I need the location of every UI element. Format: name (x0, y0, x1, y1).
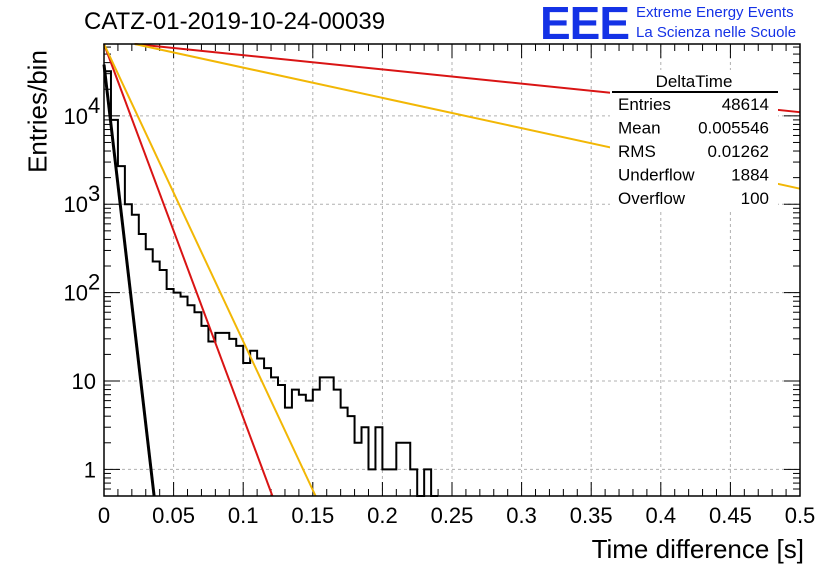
x-tick-label: 0 (98, 503, 110, 528)
eee-logo: EEE (540, 0, 630, 49)
x-tick-label: 0.3 (506, 503, 537, 528)
y-tick-exponent: 4 (88, 93, 100, 118)
stats-value: 0.01262 (708, 142, 769, 161)
stats-value: 0.005546 (698, 119, 769, 138)
fit-line-1 (102, 64, 156, 497)
logo-line-2: La Scienza nelle Scuole (636, 24, 797, 41)
y-tick-label: 10 (64, 281, 88, 306)
stats-label: Overflow (618, 189, 686, 208)
stats-label: RMS (618, 142, 656, 161)
x-tick-label: 0.35 (570, 503, 613, 528)
logo-line-1: Extreme Energy Events (636, 4, 794, 21)
x-tick-label: 0.05 (152, 503, 195, 528)
stats-label: Underflow (618, 166, 695, 185)
x-tick-label: 0.1 (228, 503, 259, 528)
y-tick-exponent: 2 (88, 270, 100, 295)
plot-frame (103, 43, 801, 497)
y-tick-label: 1 (84, 457, 96, 482)
x-tick-label: 0.15 (291, 503, 334, 528)
chart-title: CATZ-01-2019-10-24-00039 (84, 8, 386, 35)
x-tick-label: 0.4 (646, 503, 677, 528)
x-tick-label: 0.45 (709, 503, 752, 528)
y-tick-label: 10 (64, 192, 88, 217)
histogram-outline (104, 70, 439, 497)
x-tick-label: 0.5 (785, 503, 816, 528)
stats-value: 48614 (722, 95, 769, 114)
stats-box (610, 70, 778, 210)
x-axis-label: Time difference [s] (591, 534, 804, 564)
y-tick-label: 10 (72, 369, 96, 394)
stats-label: Entries (618, 95, 671, 114)
y-tick-label: 10 (64, 104, 88, 129)
fit-line-3 (103, 43, 317, 497)
x-tick-label: 0.25 (431, 503, 474, 528)
x-tick-label: 0.2 (367, 503, 398, 528)
fit-line-2 (103, 43, 274, 497)
stats-label: Mean (618, 119, 661, 138)
stats-name: DeltaTime (656, 72, 733, 91)
y-tick-exponent: 3 (88, 181, 100, 206)
stats-value: 1884 (731, 166, 769, 185)
stats-value: 100 (741, 189, 769, 208)
